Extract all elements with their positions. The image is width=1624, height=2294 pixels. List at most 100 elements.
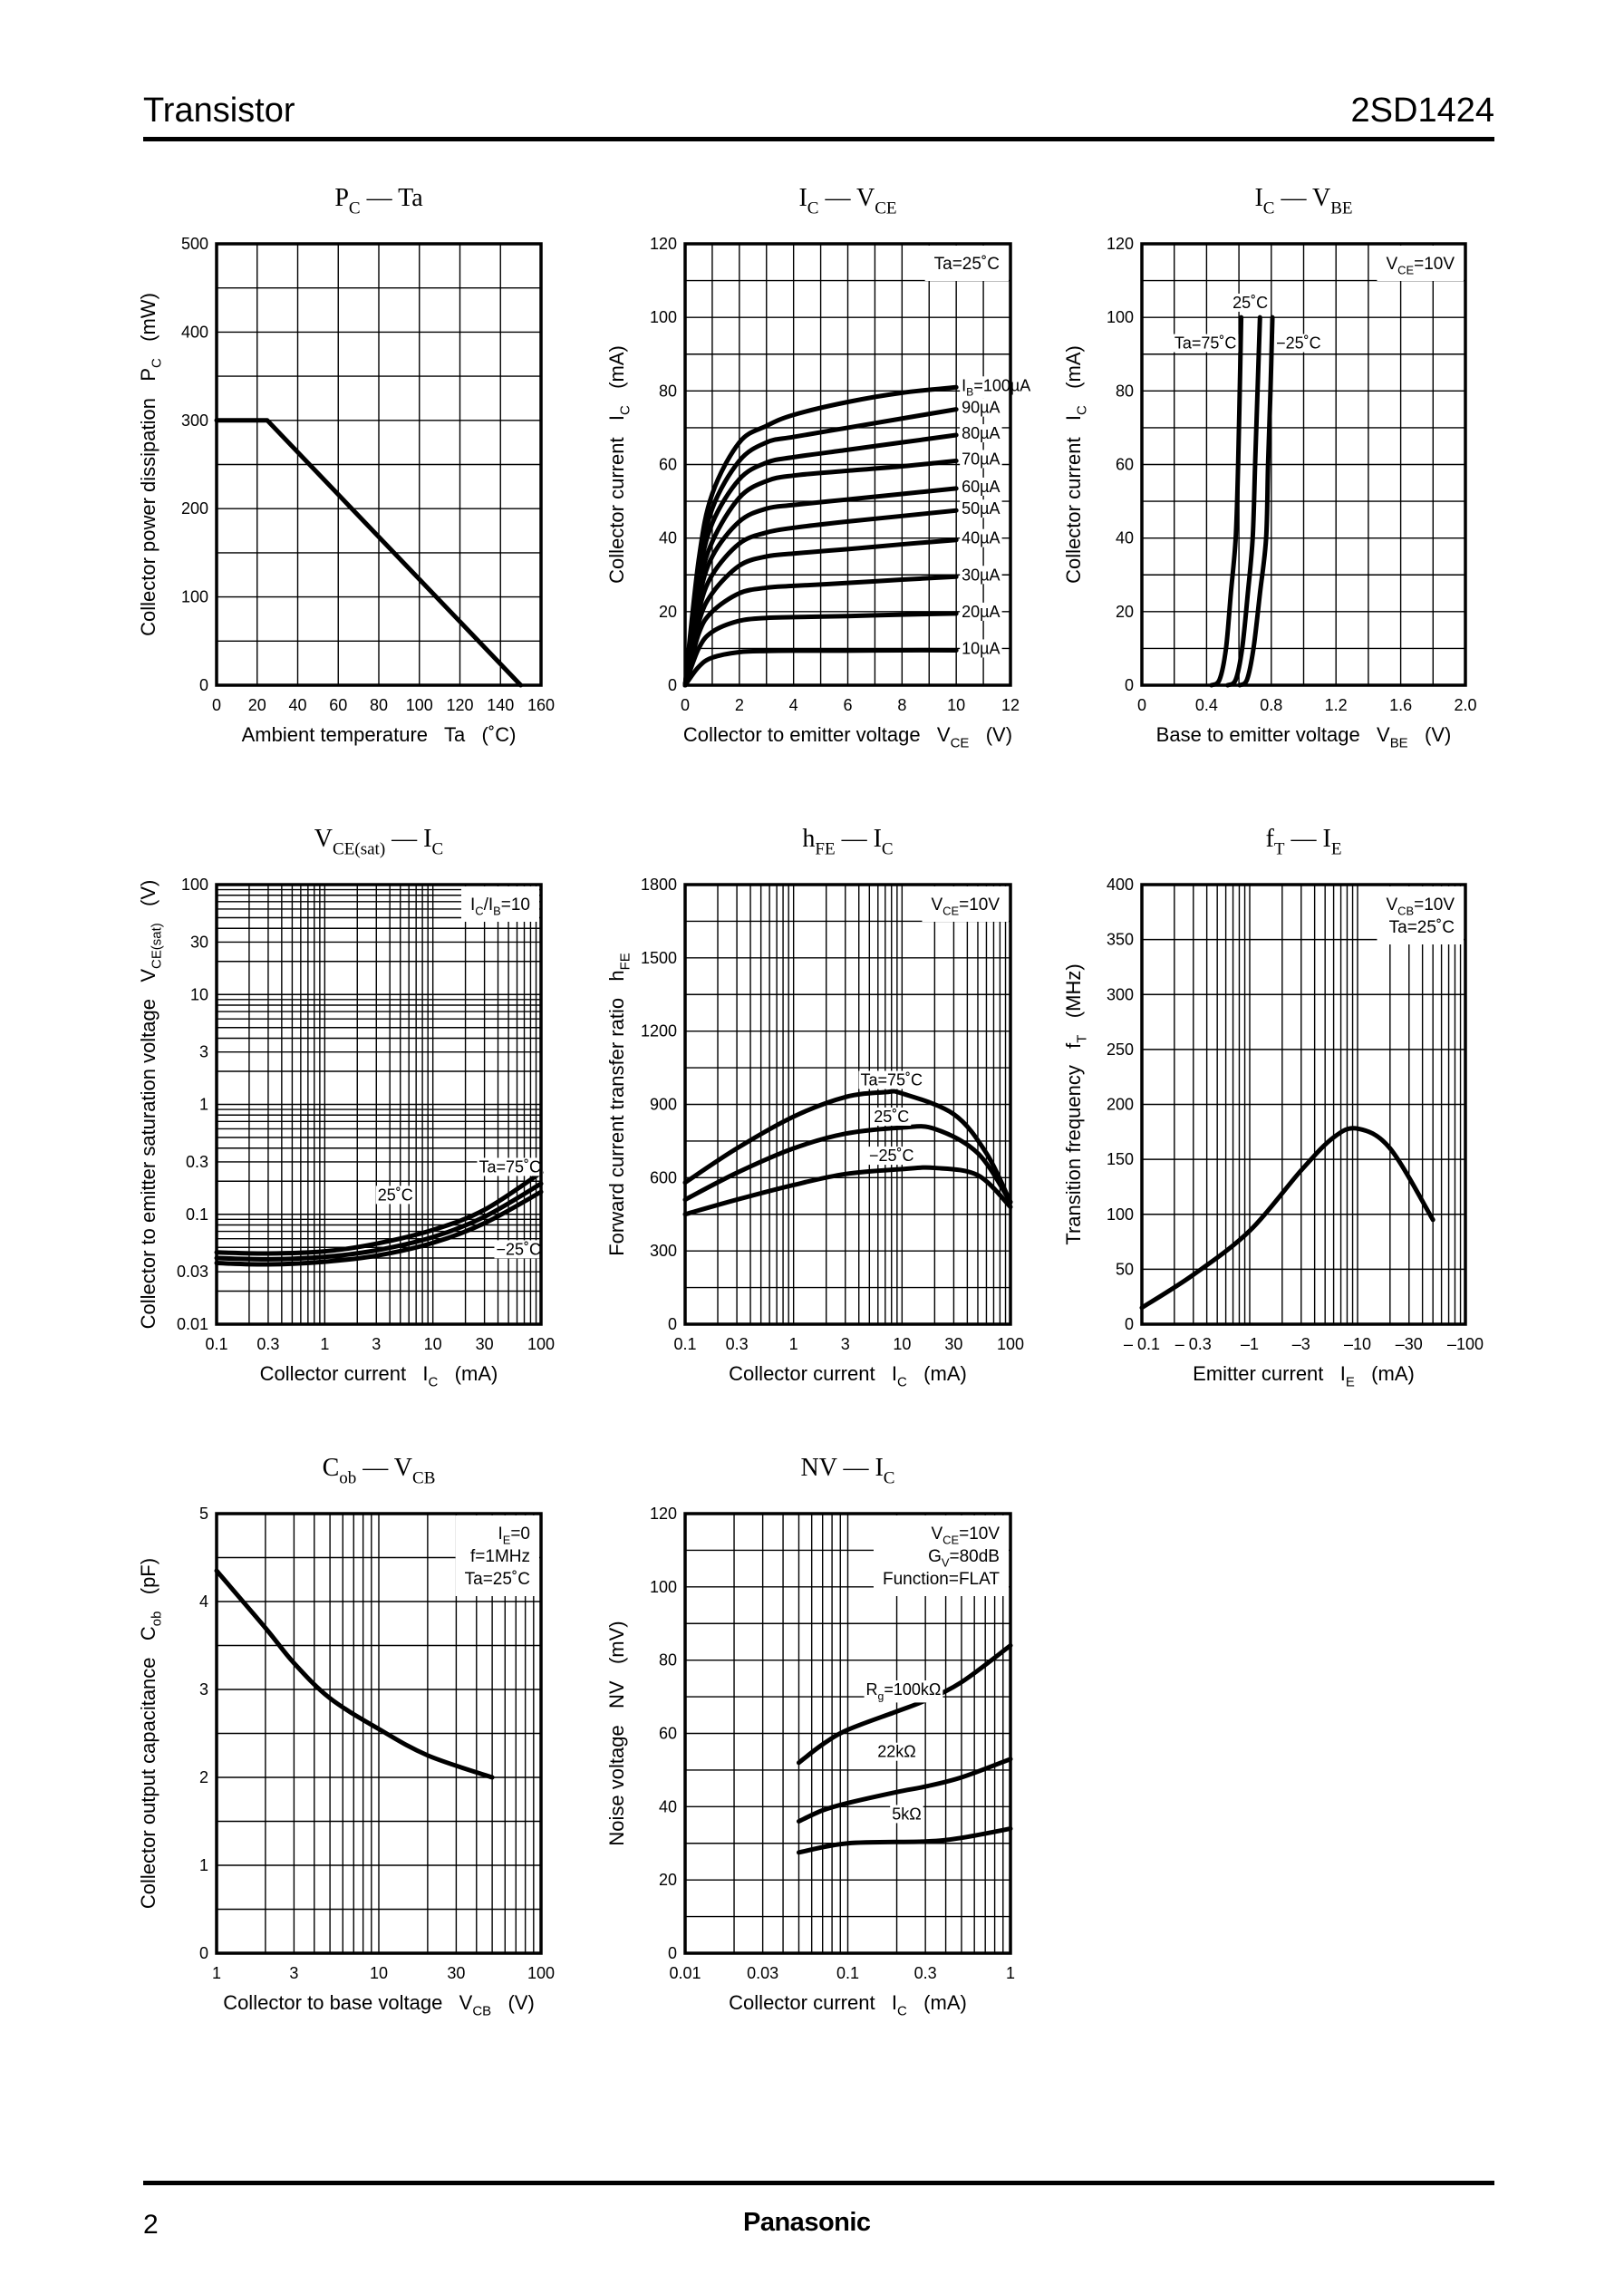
y-tick-label: 40 [659, 1797, 677, 1815]
x-tick-label: –100 [1447, 1335, 1484, 1353]
y-tick-label: 3 [199, 1043, 208, 1061]
y-tick-label: 200 [181, 499, 208, 518]
chart-6: – 0.1 – 0.3 –1 –3 –10 –30 –100 0 50 100 150 200 250 3… [1062, 825, 1484, 1390]
y-tick-label: 60 [659, 456, 677, 474]
x-tick-label: 1.6 [1389, 696, 1412, 714]
series-label-background [477, 1157, 543, 1176]
x-tick-label: 60 [329, 696, 347, 714]
series-label-background [890, 1805, 923, 1824]
annotation-text: VCB=10V [1386, 895, 1455, 918]
x-tick-label: 140 [487, 696, 514, 714]
y-axis-label: Collector current IC (mA) [1062, 345, 1090, 584]
series-line-5 [682, 486, 959, 688]
series-label-background [960, 602, 1002, 621]
plot-frame [1140, 883, 1467, 1326]
series-label: 5kΩ [892, 1805, 921, 1823]
series-label-background [872, 1107, 912, 1126]
y-tick-label: 0 [1125, 1315, 1134, 1333]
y-tick-label: 120 [650, 1505, 677, 1523]
series-label: Ta=75˚C [860, 1071, 923, 1089]
x-tick-label: 1 [212, 1964, 221, 1982]
chart-title: hFE — IC [802, 825, 893, 858]
y-tick-label: 400 [181, 323, 208, 341]
y-tick-label: 1800 [641, 876, 677, 894]
series-label: 30µA [962, 566, 1000, 584]
x-tick-label: 0 [212, 696, 221, 714]
annotation-box: IC/IB=10 [460, 886, 539, 922]
series-label: 25˚C [874, 1108, 909, 1126]
series-label-background [1274, 334, 1323, 353]
y-tick-label: 0.01 [177, 1315, 208, 1333]
y-tick-label: 100 [650, 1578, 677, 1596]
series-label: 50µA [962, 499, 1000, 518]
y-tick-label: 100 [181, 876, 208, 894]
y-tick-label: 0.3 [186, 1153, 208, 1171]
series-line-8 [682, 574, 959, 688]
annotation-background [1377, 886, 1464, 944]
plot-frame [1140, 242, 1467, 687]
plot-frame [683, 883, 1012, 1326]
series-line-1 [214, 1568, 495, 1780]
annotation-text: VCE=10V [931, 895, 1000, 918]
series-label-background [960, 450, 1002, 469]
series-label-background [960, 424, 1002, 443]
series-label-background [960, 376, 1033, 399]
chart-title: IC — VBE [1254, 184, 1352, 218]
x-tick-label: 160 [527, 696, 555, 714]
series-label: 22kΩ [877, 1743, 915, 1761]
series-label-background [960, 528, 1002, 547]
y-tick-label: 0 [199, 676, 208, 694]
chart-title: VCE(sat) — IC [314, 825, 443, 858]
x-axis-label: Collector to emitter voltage VCE (V) [683, 723, 1012, 751]
annotation-text: GV=80dB [928, 1547, 1000, 1570]
series-label-background [1231, 293, 1271, 312]
y-tick-label: 80 [659, 1651, 677, 1670]
x-tick-label: 0.8 [1260, 696, 1282, 714]
x-tick-label: 3 [372, 1335, 381, 1353]
series-line-2 [682, 1124, 1013, 1205]
series-label: 20µA [962, 603, 1000, 621]
x-tick-label: 40 [288, 696, 306, 714]
y-tick-label: 5 [199, 1505, 208, 1523]
x-tick-label: – 0.3 [1175, 1335, 1212, 1353]
x-tick-label: 3 [289, 1964, 298, 1982]
x-tick-label: 0.3 [256, 1335, 279, 1353]
x-axis-label: Ambient temperature Ta (˚C) [242, 723, 517, 746]
x-tick-label: 30 [476, 1335, 494, 1353]
series-label-background [375, 1186, 415, 1205]
plot-frame [215, 1512, 543, 1955]
x-tick-label: 100 [527, 1964, 555, 1982]
chart-8: 0.01 0.03 0.1 0.3 1 0 20 40 60 80 100 120 VCE=10VGV=… [605, 1454, 1015, 2019]
y-axis-label: Transition frequency fT (MHz) [1062, 963, 1090, 1244]
y-tick-label: 20 [659, 603, 677, 621]
x-tick-label: 30 [447, 1964, 465, 1982]
annotation-background [873, 1515, 1009, 1596]
annotation-text: Ta=25˚C [465, 1570, 530, 1589]
y-tick-label: 20 [1116, 603, 1134, 621]
chart-title: PC — Ta [334, 184, 423, 218]
chart-1: 0 20 40 60 80 100 120 140 160 0 100 200 300 400 500 PC … [137, 184, 555, 746]
chart-3: 0 0.4 0.8 1.2 1.6 2.0 0 20 40 60 80 100 120 VCE=10V Ta… [1062, 184, 1477, 751]
y-tick-label: 400 [1107, 876, 1134, 894]
series-line-9 [682, 611, 959, 688]
y-tick-label: 300 [1107, 985, 1134, 1003]
x-tick-label: 0 [681, 696, 690, 714]
series-group [682, 384, 959, 688]
y-tick-label: 60 [1116, 456, 1134, 474]
y-tick-label: 0 [668, 1315, 677, 1333]
grid-lines [1141, 884, 1466, 1325]
series-label-background [960, 566, 1002, 585]
x-tick-label: –1 [1241, 1335, 1259, 1353]
x-tick-label: 120 [446, 696, 473, 714]
grid-lines [216, 243, 542, 686]
y-tick-label: 1500 [641, 949, 677, 967]
x-tick-label: –10 [1344, 1335, 1371, 1353]
x-tick-label: 1.2 [1325, 696, 1348, 714]
x-tick-label: 0.3 [914, 1964, 937, 1982]
series-line-1 [214, 418, 524, 688]
series-label: 80µA [962, 424, 1000, 442]
series-line-2 [1225, 315, 1262, 688]
annotation-background [455, 1515, 539, 1596]
